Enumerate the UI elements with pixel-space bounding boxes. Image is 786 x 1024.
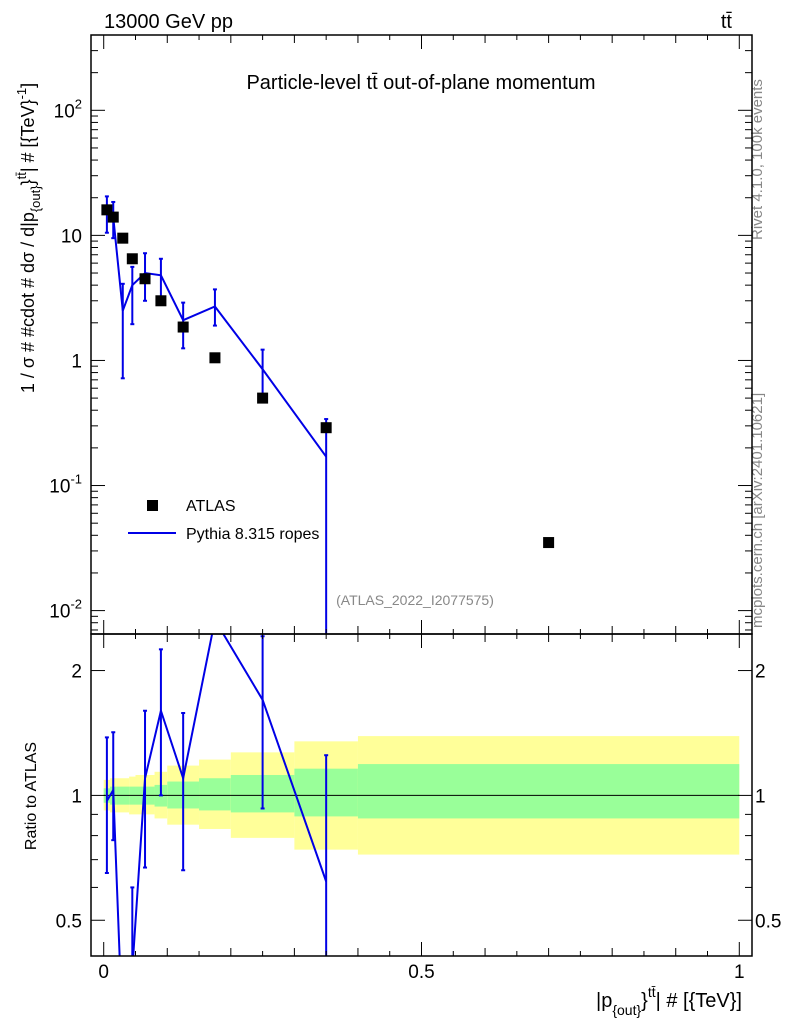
atlas-data-point: [139, 273, 151, 285]
legend: ATLAS Pythia 8.315 ropes: [128, 498, 319, 543]
x-tick-label: 1: [734, 962, 745, 983]
atlas-data-point: [107, 211, 119, 223]
ratio-band-inner: [357, 764, 740, 819]
ratio-band-inner: [199, 778, 231, 811]
y-tick-label: 102: [54, 96, 82, 122]
y-tick-label: 1: [71, 351, 82, 372]
atlas-data-point: [320, 422, 332, 434]
atlas-data-point: [177, 321, 189, 333]
atlas-data-point: [155, 295, 167, 307]
main-frame: [90, 34, 753, 635]
mc-ratio-line: [106, 634, 328, 956]
plot-title: Particle-level tt̄ out-of-plane momentum: [246, 72, 595, 94]
y-tick-label: 10: [61, 226, 82, 247]
y-tick-label: 10-2: [49, 597, 82, 623]
legend-pythia-label: Pythia 8.315 ropes: [186, 526, 319, 543]
ratio-y-tick-label-left: 0.5: [56, 911, 82, 932]
rivet-info: Rivet 4.1.0, 100k events: [749, 79, 766, 240]
x-tick-label: 0.5: [408, 962, 434, 983]
main-ylabel: 1 / σ # #cdot # dσ / d|p{out}}tt̄| # [{T…: [14, 83, 43, 393]
process-label: tt̄: [721, 11, 733, 33]
atlas-data-point: [101, 204, 113, 216]
energy-label: 13000 GeV pp: [104, 11, 233, 33]
analysis-id: (ATLAS_2022_I2077575): [336, 592, 494, 608]
ratio-y-tick-label-left: 2: [71, 662, 82, 683]
ratio-y-tick-label-right: 0.5: [755, 911, 781, 932]
ratio-ylabel: Ratio to ATLAS: [23, 742, 40, 850]
atlas-data-point: [117, 232, 129, 244]
atlas-data-point: [543, 537, 555, 549]
y-tick-label: 10-1: [49, 472, 82, 498]
mc-ratio-series: [104, 634, 329, 956]
atlas-data-point: [209, 352, 221, 364]
mc-main-series: [104, 195, 329, 634]
xlabel: |p{out}}tt̄| # [{TeV}]: [596, 984, 742, 1018]
ratio-y-tick-label-left: 1: [71, 786, 82, 807]
legend-atlas-marker: [147, 500, 158, 511]
ratio-y-tick-label-right: 1: [755, 786, 766, 807]
ratio-y-tick-label-right: 2: [755, 662, 766, 683]
atlas-data-point: [257, 392, 269, 404]
axes: 0 0.5 1 10-2 10-1 1 10 102 0.5 0.5 1 1 2 2: [49, 34, 781, 983]
atlas-data-point: [126, 253, 138, 265]
mc-main-line: [106, 212, 327, 458]
legend-atlas-label: ATLAS: [186, 498, 236, 515]
mcplots-info: mcplots.cern.ch [arXiv:2401.10621]: [749, 393, 766, 628]
x-tick-label: 0: [98, 962, 109, 983]
atlas-main-series: [101, 204, 555, 549]
